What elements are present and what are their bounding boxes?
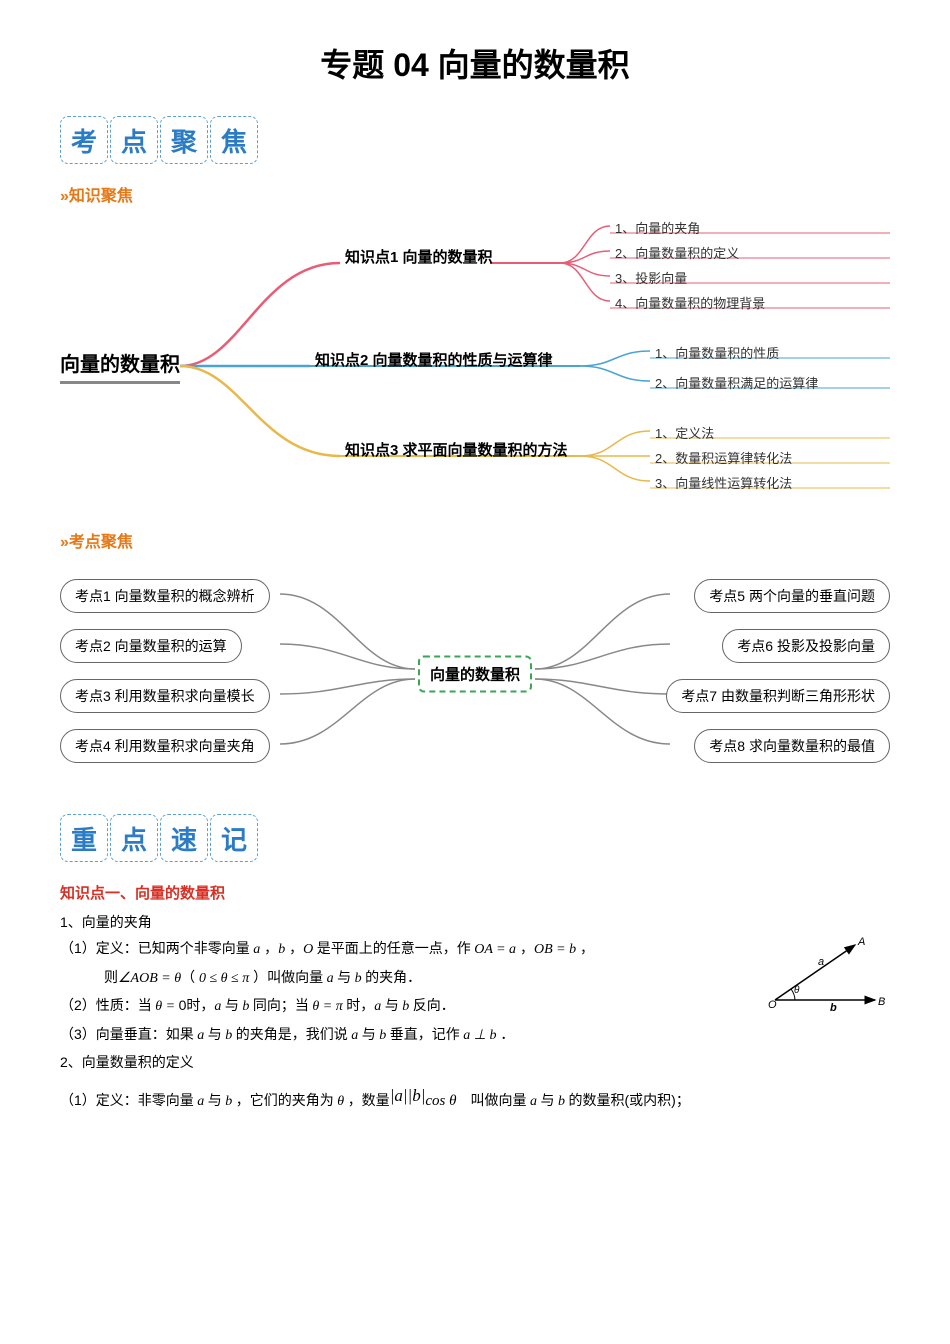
exam-node: 考点5 两个向量的垂直问题 [694, 579, 890, 613]
mindmap-knowledge: 向量的数量积 知识点1 向量的数量积 知识点2 向量数量积的性质与运算律 知识点… [60, 218, 890, 518]
mindmap-node: 知识点2 向量数量积的性质与运算律 [315, 349, 553, 370]
svg-text:O: O [768, 999, 777, 1011]
svg-text:b: b [830, 1002, 837, 1014]
mindmap-leaf: 1、定义法 [655, 423, 714, 442]
exam-node: 考点6 投影及投影向量 [722, 629, 890, 663]
exam-node: 考点1 向量数量积的概念辨析 [60, 579, 270, 613]
mindmap-center: 向量的数量积 [418, 656, 532, 693]
text-line: 2、向量数量积的定义 [60, 1049, 890, 1076]
mindmap-leaf: 3、向量线性运算转化法 [655, 473, 792, 492]
exam-node: 考点8 求向量数量积的最值 [694, 729, 890, 763]
section-label-exam: »考点聚焦 [60, 528, 890, 552]
svg-text:A: A [857, 936, 865, 948]
content-text: 知识点一、向量的数量积 1、向量的夹角 O B A a b θ （1）定义：已知… [60, 880, 890, 1119]
svg-text:B: B [878, 996, 885, 1008]
tag-box: 点 [110, 116, 158, 164]
chevron-right-icon: » [60, 534, 67, 551]
mindmap-root: 向量的数量积 [60, 348, 180, 384]
svg-text:θ: θ [794, 985, 800, 996]
page-title: 专题 04 向量的数量积 [60, 40, 890, 86]
tag-box: 点 [110, 814, 158, 862]
exam-node: 考点3 利用数量积求向量模长 [60, 679, 270, 713]
tag-box: 重 [60, 814, 108, 862]
mindmap-node: 知识点1 向量的数量积 [345, 246, 493, 267]
section-label-knowledge: »知识聚焦 [60, 182, 890, 206]
tag-box: 聚 [160, 116, 208, 164]
tag-box: 焦 [210, 116, 258, 164]
text-line: （3）向量垂直：如果 a 与 b 的夹角是，我们说 a 与 b 垂直，记作 a … [60, 1021, 890, 1050]
mindmap-leaf: 3、投影向量 [615, 268, 687, 287]
mindmap-leaf: 4、向量数量积的物理背景 [615, 293, 765, 312]
mindmap-leaf: 2、数量积运算律转化法 [655, 448, 792, 467]
svg-text:a: a [818, 956, 824, 968]
content-heading: 知识点一、向量的数量积 [60, 880, 890, 909]
chevron-right-icon: » [60, 188, 67, 205]
mindmap-leaf: 1、向量数量积的性质 [655, 343, 779, 362]
exam-node: 考点2 向量数量积的运算 [60, 629, 242, 663]
mindmap-leaf: 2、向量数量积满足的运算律 [655, 373, 818, 392]
angle-diagram: O B A a b θ [760, 935, 890, 1015]
text-line: （1）定义：非零向量 a 与 b ，它们的夹角为 θ ，数量|a||b|cos … [60, 1076, 890, 1119]
text-line: 1、向量的夹角 [60, 909, 890, 936]
exam-node: 考点4 利用数量积求向量夹角 [60, 729, 270, 763]
mindmap-leaf: 1、向量的夹角 [615, 218, 700, 237]
tag-row-2: 重 点 速 记 [60, 814, 890, 862]
tag-box: 考 [60, 116, 108, 164]
exam-node: 考点7 由数量积判断三角形形状 [666, 679, 890, 713]
tag-box: 记 [210, 814, 258, 862]
mindmap-node: 知识点3 求平面向量数量积的方法 [345, 439, 568, 460]
tag-box: 速 [160, 814, 208, 862]
mindmap-exam: 向量的数量积 考点1 向量数量积的概念辨析 考点2 向量数量积的运算 考点3 利… [60, 564, 890, 784]
mindmap-leaf: 2、向量数量积的定义 [615, 243, 739, 262]
tag-row-1: 考 点 聚 焦 [60, 116, 890, 164]
